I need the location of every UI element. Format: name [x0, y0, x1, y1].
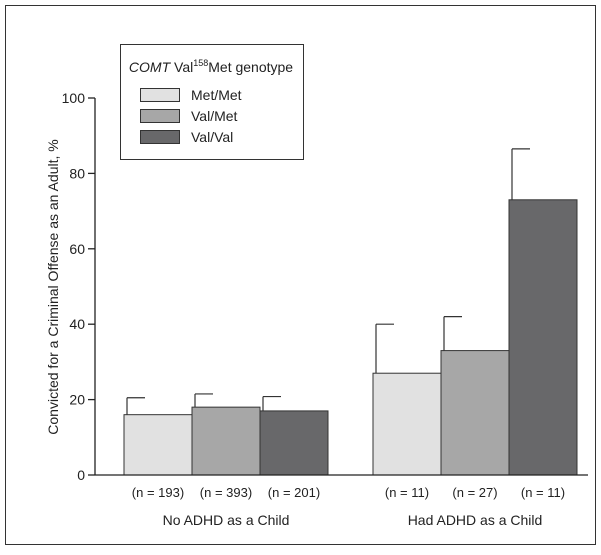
- bar: [508, 199, 578, 476]
- n-label: (n = 27): [452, 485, 497, 500]
- axes-layer: 0 20 40 60 80 100 (n = 193) (n = 393) (n = 201) N…: [62, 90, 588, 528]
- legend: COMT Val158Met genotype Met/Met Val/Met Va…: [120, 44, 304, 160]
- n-label: (n = 11): [385, 485, 429, 500]
- y-axis-label: Convicted for a Criminal Offense as an A…: [45, 139, 61, 434]
- y-tick-label: 0: [77, 467, 85, 483]
- y-tick-label: 80: [69, 165, 85, 181]
- bar: [259, 410, 329, 476]
- legend-items: Met/Met Val/Met Val/Val: [140, 87, 242, 145]
- n-label: (n = 11): [521, 485, 565, 500]
- bar: [123, 414, 193, 476]
- n-label: (n = 201): [268, 485, 320, 500]
- figure-border: [5, 5, 596, 545]
- group-label: No ADHD as a Child: [163, 512, 290, 528]
- bars-layer: [123, 148, 578, 476]
- legend-entry: Val/Val: [191, 129, 233, 145]
- legend-entry: Met/Met: [191, 87, 242, 103]
- legend-swatch: [140, 88, 180, 102]
- legend-swatch: [140, 130, 180, 144]
- n-label: (n = 193): [132, 485, 184, 500]
- y-tick-label: 20: [69, 392, 85, 408]
- n-label: (n = 393): [200, 485, 252, 500]
- bar: [440, 350, 510, 476]
- y-tick-label: 40: [69, 316, 85, 332]
- legend-title: COMT Val158Met genotype: [129, 58, 293, 75]
- legend-entry: Val/Met: [191, 108, 238, 124]
- legend-swatch: [140, 109, 180, 123]
- bar: [372, 372, 442, 476]
- y-tick-label: 60: [69, 241, 85, 257]
- group-label: Had ADHD as a Child: [408, 512, 543, 528]
- bar: [191, 406, 261, 476]
- y-tick-label: 100: [62, 90, 86, 106]
